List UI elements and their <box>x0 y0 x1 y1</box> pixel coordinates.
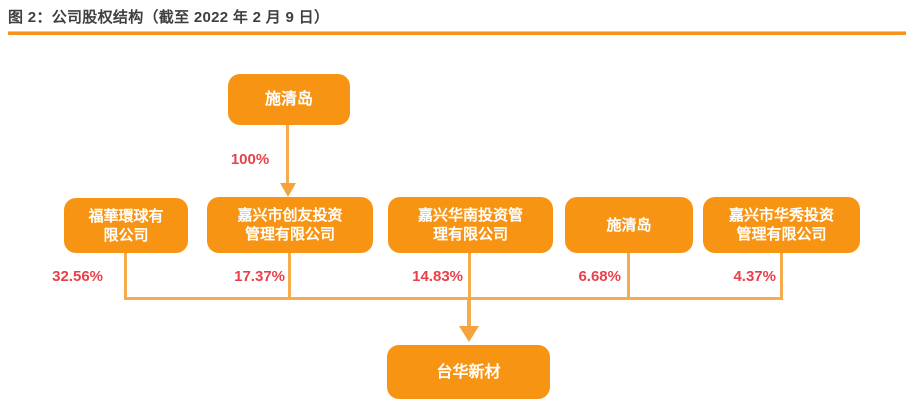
node-shareholder-shiqingdao: 施清岛 <box>565 197 693 253</box>
connector-line-huaxiu <box>780 253 783 300</box>
connector-parent-stem <box>286 125 289 185</box>
node-shareholder-fuhua: 福華環球有 限公司 <box>64 198 188 253</box>
node-parent-shareholder: 施清岛 <box>228 74 350 125</box>
pct-label-huanan: 14.83% <box>412 268 463 285</box>
figure-title: 图 2：公司股权结构（截至 2022 年 2 月 9 日） <box>8 9 330 26</box>
connector-line-huanan <box>468 253 471 300</box>
connector-bus-line <box>124 297 783 300</box>
connector-company-stem <box>467 300 471 327</box>
arrow-down-icon <box>459 326 479 342</box>
node-shareholder-huanan: 嘉兴华南投资管 理有限公司 <box>388 197 553 253</box>
ownership-label-100: 100% <box>230 151 270 168</box>
arrow-down-icon <box>280 183 296 197</box>
connector-line-shiqingdao <box>627 253 630 300</box>
pct-label-chuangyou: 17.37% <box>234 268 285 285</box>
connector-line-chuangyou <box>288 253 291 300</box>
node-company-taihua: 台华新材 <box>387 345 550 399</box>
connector-line-fuhua <box>124 253 127 300</box>
pct-label-shiqingdao: 6.68% <box>578 268 621 285</box>
pct-label-huaxiu: 4.37% <box>733 268 776 285</box>
title-underline-rule <box>8 31 906 35</box>
node-shareholder-huaxiu: 嘉兴市华秀投资 管理有限公司 <box>703 197 860 253</box>
node-shareholder-chuangyou: 嘉兴市创友投资 管理有限公司 <box>207 197 373 253</box>
pct-label-fuhua: 32.56% <box>52 268 103 285</box>
